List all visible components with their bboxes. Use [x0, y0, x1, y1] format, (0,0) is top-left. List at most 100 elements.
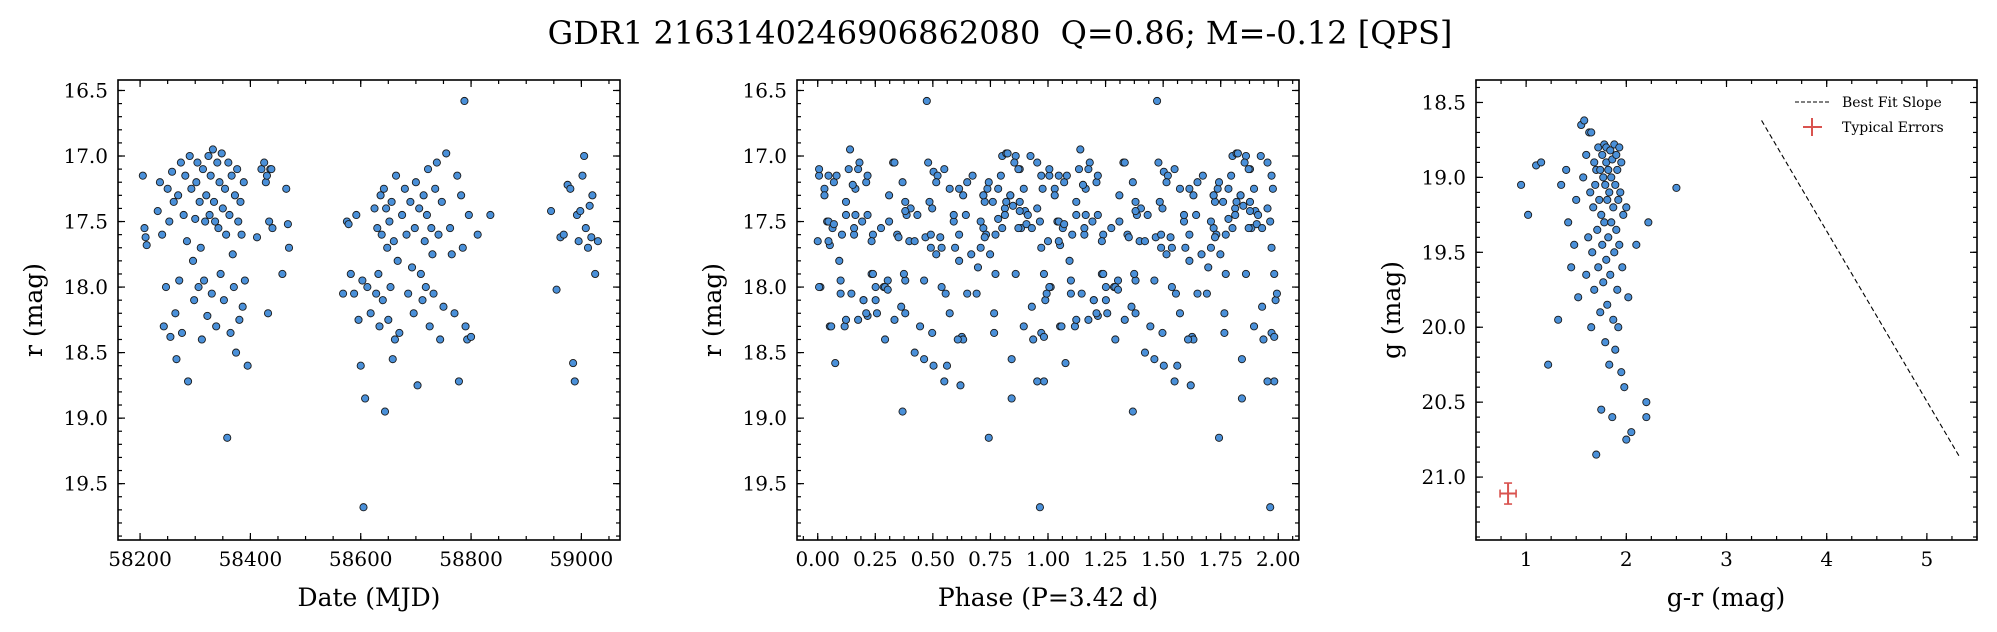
data-point: [835, 256, 844, 265]
data-point: [1537, 158, 1546, 167]
data-point: [1252, 220, 1261, 229]
data-point: [566, 184, 575, 193]
data-point: [380, 407, 390, 416]
data-point: [1263, 377, 1272, 386]
data-point: [1078, 180, 1088, 189]
data-point: [576, 207, 585, 216]
data-point: [1580, 116, 1589, 125]
data-point: [182, 237, 192, 246]
data-point: [240, 276, 249, 285]
data-point: [1089, 296, 1098, 305]
data-point: [1015, 207, 1024, 216]
data-point: [267, 165, 276, 174]
data-point: [933, 171, 942, 180]
data-point: [346, 269, 355, 279]
data-point: [1599, 173, 1608, 182]
data-point: [1245, 197, 1255, 206]
data-point: [1072, 315, 1081, 324]
data-point: [953, 335, 962, 344]
data-point: [1237, 394, 1246, 403]
data-point: [968, 171, 977, 180]
x-tick-label: 58800: [439, 547, 503, 571]
data-point: [1099, 269, 1108, 279]
points-layer: [813, 96, 1281, 512]
data-point: [1193, 178, 1202, 187]
data-point: [437, 197, 446, 206]
data-point: [1609, 315, 1618, 324]
data-point: [1632, 240, 1641, 249]
data-point: [265, 217, 274, 226]
data-point: [1167, 243, 1176, 252]
data-point: [1054, 171, 1063, 180]
data-point: [961, 210, 970, 220]
data-point: [1258, 224, 1267, 233]
data-point: [398, 210, 407, 220]
data-point: [998, 224, 1007, 233]
data-point: [1014, 224, 1023, 233]
data-point: [841, 210, 851, 220]
data-point: [1221, 230, 1230, 239]
data-point: [901, 276, 910, 285]
data-point: [1606, 270, 1615, 279]
data-point: [216, 269, 225, 279]
data-point: [1604, 165, 1613, 174]
data-point: [209, 197, 219, 206]
data-point: [942, 361, 952, 370]
data-point: [824, 237, 833, 246]
y-tick-label: 19.5: [742, 472, 787, 496]
data-point: [1206, 217, 1215, 226]
data-point: [836, 289, 845, 298]
data-point: [1567, 263, 1576, 272]
data-point: [932, 178, 941, 187]
data-point: [991, 269, 1000, 279]
data-point: [385, 217, 394, 226]
data-point: [457, 191, 466, 200]
data-point: [1150, 276, 1159, 285]
data-point: [179, 210, 188, 220]
data-point: [1066, 276, 1075, 285]
data-point: [898, 178, 907, 187]
x-tick-label: 1.50: [1141, 547, 1186, 571]
data-point: [1627, 428, 1636, 437]
data-point: [1582, 150, 1591, 159]
data-point: [1584, 233, 1593, 242]
data-point: [1128, 407, 1137, 416]
y-tick-label: 20.0: [1421, 315, 1466, 339]
data-point: [194, 283, 203, 292]
data-point: [1597, 405, 1606, 414]
data-point: [395, 328, 404, 337]
data-point: [863, 171, 872, 180]
data-point: [940, 165, 949, 174]
data-point: [1271, 296, 1280, 305]
data-point: [138, 171, 147, 180]
data-point: [446, 224, 455, 233]
data-point: [1610, 248, 1619, 257]
data-point: [1591, 180, 1600, 189]
data-point: [1258, 302, 1267, 311]
data-point: [1616, 188, 1625, 197]
data-point: [1642, 413, 1651, 422]
data-point: [1244, 165, 1253, 174]
data-point: [926, 230, 935, 239]
data-point: [1598, 240, 1607, 249]
y-axis-label: g (mag): [1377, 261, 1406, 359]
data-point: [1072, 210, 1081, 220]
data-point: [1614, 323, 1623, 332]
data-point: [409, 309, 418, 318]
data-point: [1027, 302, 1036, 311]
x-tick-label: 58600: [329, 547, 393, 571]
data-point: [936, 233, 945, 242]
data-point: [361, 394, 370, 403]
data-point: [402, 230, 411, 239]
data-point: [174, 191, 183, 200]
data-point: [1035, 217, 1044, 226]
data-point: [1092, 178, 1101, 187]
data-point: [983, 184, 992, 193]
data-point: [416, 269, 425, 279]
y-tick-label: 18.5: [63, 341, 108, 365]
data-point: [387, 197, 396, 206]
data-point: [1163, 171, 1172, 180]
data-point: [580, 151, 589, 161]
data-point: [913, 210, 922, 220]
y-tick-label: 19.0: [742, 406, 787, 430]
